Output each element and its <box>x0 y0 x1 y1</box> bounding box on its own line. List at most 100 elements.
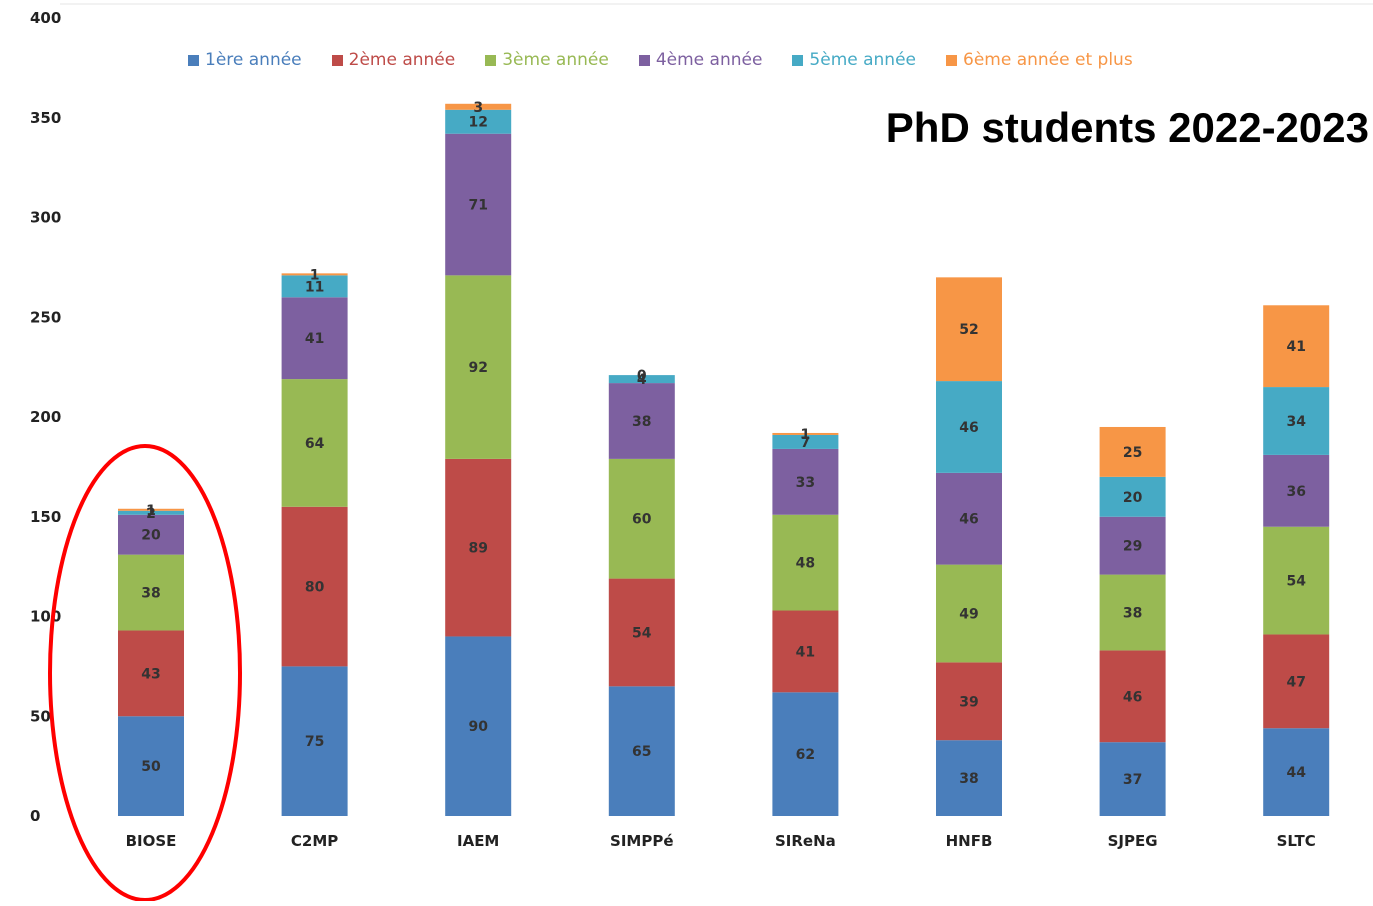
bar-segment <box>281 275 348 298</box>
x-tick-label: BIOSE <box>126 832 177 850</box>
bar-segment <box>936 472 1002 565</box>
bar-segment <box>281 273 348 276</box>
data-label: 7 <box>801 435 811 451</box>
bar-segment <box>936 662 1002 741</box>
bars: 5043382021758064411119089927112365546038… <box>118 100 1330 816</box>
bar-segment <box>445 458 512 637</box>
data-label: 4 <box>637 372 647 388</box>
highlight-ellipse <box>48 444 242 902</box>
y-tick-label: 300 <box>30 209 61 227</box>
bar-segment <box>1099 516 1166 575</box>
data-label: 38 <box>1123 606 1142 622</box>
chart-title: PhD students 2022-2023 <box>885 104 1369 151</box>
data-label: 20 <box>141 528 161 544</box>
legend-label: 3ème année <box>502 50 609 70</box>
bar-segment <box>1099 650 1166 743</box>
bar-segment <box>772 432 839 435</box>
legend-item: 5ème année <box>792 50 916 70</box>
bar-segment <box>1263 305 1330 388</box>
data-label: 89 <box>468 541 487 557</box>
data-label: 90 <box>468 719 488 735</box>
data-label: 38 <box>959 771 978 787</box>
data-label: 11 <box>305 279 324 295</box>
bar-segment <box>772 514 839 611</box>
legend-label: 5ème année <box>809 50 917 70</box>
bar-segment <box>118 514 184 555</box>
legend-label: 1ère année <box>205 50 302 70</box>
data-label: 0 <box>637 368 647 384</box>
bar-segment <box>1263 634 1330 729</box>
bar-segment <box>1263 728 1330 816</box>
bar-segment <box>1263 526 1330 635</box>
bar-segment <box>118 716 184 816</box>
y-tick-label: 250 <box>30 308 61 326</box>
bar-segment <box>608 686 675 816</box>
bar-segment <box>772 610 839 693</box>
bar-segment <box>936 564 1002 663</box>
data-label: 47 <box>1286 674 1305 690</box>
bar-segment <box>281 379 348 507</box>
y-tick-label: 100 <box>30 608 61 626</box>
data-label: 49 <box>959 607 978 623</box>
x-tick-label: C2MP <box>291 832 338 850</box>
bar-segment <box>281 666 348 816</box>
bar-segment <box>281 297 348 380</box>
data-label: 50 <box>141 759 161 775</box>
x-tick-label: SLTC <box>1277 832 1316 850</box>
legend-swatch <box>638 54 650 66</box>
x-tick-label: HNFB <box>946 832 993 850</box>
data-label: 29 <box>1123 539 1142 555</box>
bar-segment <box>1099 476 1166 517</box>
legend-item: 1ère année <box>188 50 302 70</box>
legend-item: 4ème année <box>638 50 762 70</box>
y-tick-label: 0 <box>30 807 40 825</box>
data-label: 71 <box>468 198 487 214</box>
data-label: 38 <box>141 586 160 602</box>
y-tick-label: 150 <box>30 508 61 526</box>
bar-segment <box>772 692 839 816</box>
y-tick-label: 350 <box>30 109 61 127</box>
bar-segment <box>608 375 675 384</box>
data-label: 33 <box>796 475 815 491</box>
data-label: 41 <box>796 644 815 660</box>
legend-swatch <box>331 54 343 66</box>
bar-segment <box>608 578 675 687</box>
data-label: 48 <box>796 556 815 572</box>
data-label: 41 <box>305 331 324 347</box>
data-label: 92 <box>468 360 487 376</box>
bar-segment <box>118 510 184 515</box>
data-label: 38 <box>632 414 651 430</box>
bar-segment <box>772 448 839 515</box>
legend-item: 3ème année <box>485 50 609 70</box>
data-label: 2 <box>146 506 156 522</box>
bar-segment <box>608 458 675 579</box>
y-tick-label: 200 <box>30 408 61 426</box>
data-label: 39 <box>959 694 978 710</box>
legend: 1ère année 2ème année 3ème année 4ème année… <box>188 50 1133 70</box>
data-label: 34 <box>1286 414 1306 430</box>
x-tick-label: SIReNa <box>775 832 836 850</box>
bar-segment <box>445 636 512 816</box>
data-label: 54 <box>1286 574 1306 590</box>
bar-segment <box>118 554 184 631</box>
bar-segment <box>445 103 512 110</box>
data-label: 80 <box>305 580 325 596</box>
data-label: 75 <box>305 734 324 750</box>
bar-segment <box>1099 574 1166 651</box>
legend-label: 2ème année <box>348 50 456 70</box>
legend-item: 6ème année et plus <box>946 50 1133 70</box>
bar-segment <box>1263 387 1330 455</box>
bar-segment <box>1099 426 1166 477</box>
x-tick-label: SJPEG <box>1108 832 1158 850</box>
bar-segment <box>936 277 1002 382</box>
x-tick-label: IAEM <box>457 832 499 850</box>
data-label: 12 <box>468 115 487 131</box>
bar-segment <box>445 133 512 276</box>
bar-segment <box>1099 742 1166 816</box>
data-label: 52 <box>959 322 978 338</box>
data-label: 41 <box>1286 339 1305 355</box>
bar-segment <box>608 383 675 459</box>
